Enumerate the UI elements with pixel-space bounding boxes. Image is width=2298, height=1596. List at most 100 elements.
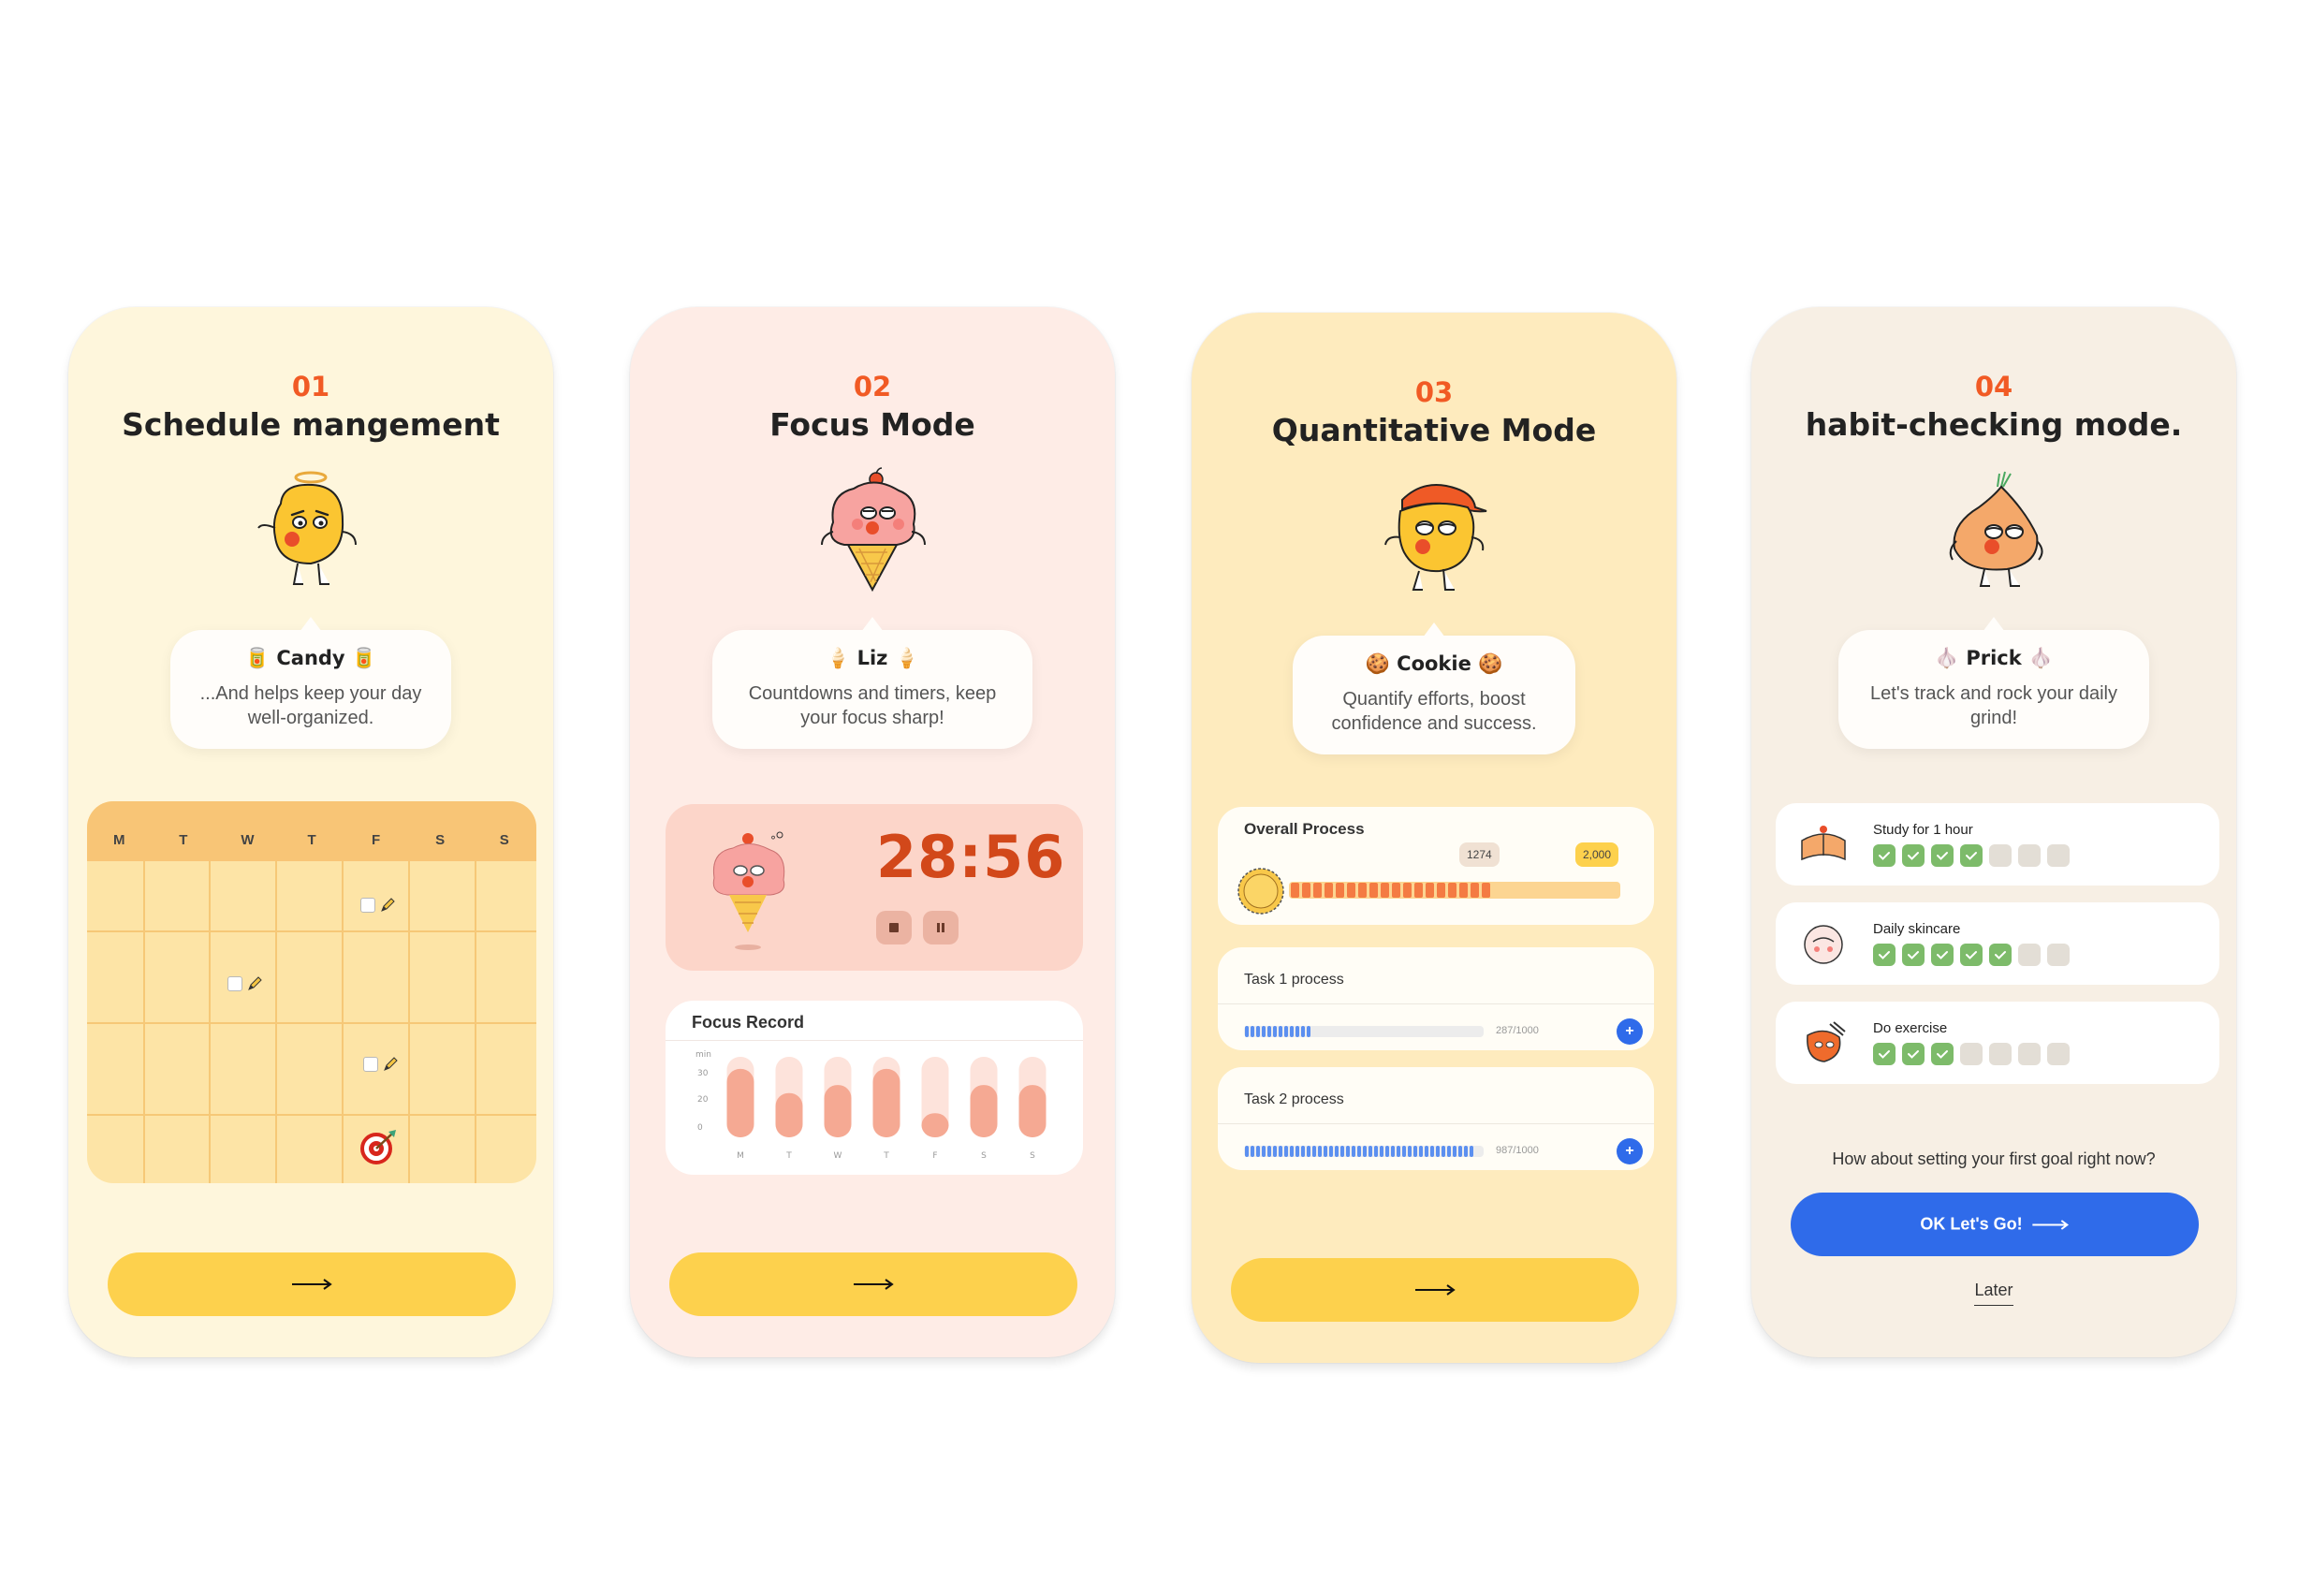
character-name: 🧄 Prick 🧄 [1934, 647, 2054, 669]
stop-button[interactable] [876, 911, 912, 944]
progress-segment [1381, 883, 1389, 898]
speech-bubble: 🍪 Cookie 🍪 Quantify efforts, boost confi… [1293, 622, 1575, 754]
habit-check-empty[interactable] [1960, 1043, 1983, 1065]
progress-segment [1447, 1146, 1451, 1157]
habit-check-done[interactable] [1931, 1043, 1954, 1065]
bar [1018, 1085, 1047, 1137]
check-icon [1937, 951, 1948, 959]
next-button[interactable] [108, 1252, 516, 1316]
cookie-icon [1237, 868, 1284, 915]
progress-segment [1442, 1146, 1445, 1157]
progress-segment [1397, 1146, 1400, 1157]
progress-segment [1312, 1146, 1316, 1157]
arrow-right-icon [1415, 1284, 1456, 1296]
character-name: 🥫 Candy 🥫 [244, 647, 377, 669]
add-progress-button[interactable]: + [1617, 1138, 1643, 1164]
habit-checks [1873, 944, 2070, 966]
add-progress-button[interactable]: + [1617, 1018, 1643, 1045]
habit-check-done[interactable] [1902, 844, 1925, 867]
step-number: 02 [853, 371, 892, 403]
task-checkbox[interactable] [363, 1056, 399, 1073]
habit-card[interactable]: Daily skincare [1776, 902, 2219, 985]
habit-check-empty[interactable] [1989, 844, 2012, 867]
habit-check-done[interactable] [1960, 944, 1983, 966]
task-title: Task 2 process [1244, 1091, 1344, 1107]
progress-segment [1426, 883, 1434, 898]
habit-check-done[interactable] [1931, 944, 1954, 966]
bar [970, 1085, 998, 1137]
x-tick-label: T [785, 1151, 792, 1161]
habit-check-empty[interactable] [2018, 944, 2041, 966]
progress-segment [1413, 1146, 1417, 1157]
target-icon [360, 1130, 396, 1164]
calendar-grid[interactable] [87, 861, 536, 1183]
check-icon [1879, 852, 1890, 860]
progress-segment [1279, 1026, 1282, 1037]
progress-segment [1336, 883, 1344, 898]
pencil-icon [381, 898, 395, 912]
habit-check-empty[interactable] [2047, 944, 2070, 966]
focus-record-chart: min 30 20 0 M T W T F S S [695, 1050, 1047, 1161]
progress-segment [1369, 883, 1378, 898]
habit-check-done[interactable] [1989, 944, 2012, 966]
check-icon [1966, 951, 1977, 959]
habit-check-empty[interactable] [1989, 1043, 2012, 1065]
progress-segment [1245, 1026, 1249, 1037]
habit-check-done[interactable] [1960, 844, 1983, 867]
calendar-day: W [241, 832, 255, 848]
progress-segment [1459, 883, 1468, 898]
focus-record-card: Focus Record min 30 20 0 M T W T F S S [666, 1001, 1083, 1175]
progress-segment [1408, 1146, 1412, 1157]
habit-check-done[interactable] [1931, 844, 1954, 867]
habit-card[interactable]: Do exercise [1776, 1002, 2219, 1084]
character-name: 🍦 Liz 🍦 [826, 647, 919, 669]
calendar-day: M [113, 832, 125, 848]
progress-segment [1301, 1146, 1305, 1157]
next-button[interactable] [669, 1252, 1077, 1316]
bar [872, 1068, 900, 1137]
habit-check-empty[interactable] [2047, 844, 2070, 867]
progress-segment [1436, 1146, 1440, 1157]
progress-segment [1385, 1146, 1389, 1157]
habit-check-done[interactable] [1902, 944, 1925, 966]
progress-segment [1256, 1026, 1260, 1037]
task-count: 987/1000 [1496, 1145, 1539, 1156]
next-button[interactable] [1231, 1258, 1639, 1322]
habit-check-done[interactable] [1873, 844, 1895, 867]
timer-display: 28:56 [876, 823, 1066, 891]
step-number: 04 [1974, 371, 2013, 403]
later-link[interactable]: Later [1751, 1281, 2236, 1306]
ok-lets-go-button[interactable]: OK Let's Go! [1791, 1193, 2199, 1256]
habit-check-empty[interactable] [2018, 844, 2041, 867]
progress-segment [1262, 1146, 1266, 1157]
check-icon [1966, 852, 1977, 860]
progress-segment [1262, 1026, 1266, 1037]
habit-check-empty[interactable] [2047, 1043, 2070, 1065]
focus-timer-card: ° 28:56 [666, 804, 1083, 971]
task-checkbox[interactable] [227, 975, 263, 992]
habit-checks [1873, 844, 2070, 867]
pause-button[interactable] [923, 911, 959, 944]
y-axis-unit: min [695, 1050, 711, 1060]
habit-check-done[interactable] [1873, 1043, 1895, 1065]
progress-segment [1313, 883, 1322, 898]
progress-segment [1363, 1146, 1367, 1157]
calendar-day: S [499, 832, 509, 848]
speech-bubble: 🍦 Liz 🍦 Countdowns and timers, keep your… [712, 617, 1032, 749]
overall-process-card: Overall Process 1274 2,000 [1218, 807, 1654, 925]
arrow-right-icon [292, 1279, 332, 1290]
habit-check-done[interactable] [1902, 1043, 1925, 1065]
progress-segment [1357, 1146, 1361, 1157]
bar [824, 1085, 852, 1137]
y-tick-label: 20 [697, 1095, 709, 1105]
onboarding-screen-focus: 02 Focus Mode 🍦 Liz 🍦 Countdowns and tim… [630, 307, 1115, 1357]
habit-card[interactable]: Study for 1 hour [1776, 803, 2219, 886]
character-text: Let's track and rock your daily grind! [1870, 683, 2117, 728]
habit-check-done[interactable] [1873, 944, 1895, 966]
progress-segment [1414, 883, 1423, 898]
ok-button-label: OK Let's Go! [1920, 1214, 2023, 1234]
y-tick-label: 30 [697, 1069, 709, 1078]
habit-check-empty[interactable] [2018, 1043, 2041, 1065]
task-checkbox[interactable] [360, 897, 396, 914]
calendar-day: T [307, 832, 316, 848]
